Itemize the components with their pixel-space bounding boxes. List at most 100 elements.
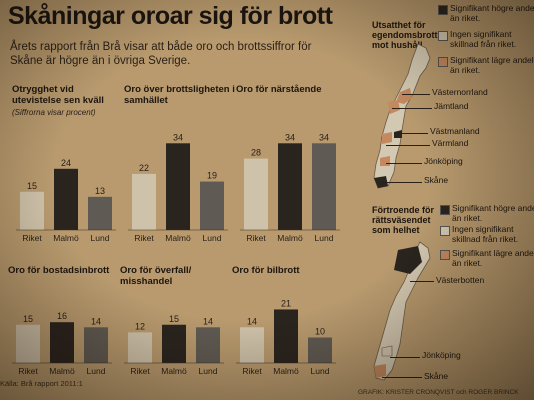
place-label: Jämtland	[434, 101, 469, 111]
legend-label: Signifikant högre andel än riket.	[452, 203, 534, 223]
chart-panel-4: Oro för bostadsinbrott 15 Riket 16 Malmö 14 L…	[8, 265, 120, 377]
place-label: Värmland	[432, 138, 469, 148]
sweden-outline	[373, 43, 431, 189]
data-label: 14	[247, 316, 257, 326]
data-label: 14	[91, 316, 101, 326]
place-label: Skåne	[424, 175, 449, 185]
category-label: Malmö	[49, 366, 75, 376]
category-label: Riket	[246, 233, 266, 243]
bar-chart-6: 14 Riket 21 Malmö 10 Lund	[236, 298, 336, 376]
map-title-2: Förtroende för rättsväsendet som helhet	[372, 205, 434, 235]
data-label: 21	[281, 298, 291, 308]
leader-line	[386, 163, 422, 164]
chart-panel-1: Otrygghet vid utevistelse sen kväll (Sif…	[12, 84, 124, 244]
place-label: Jönköping	[424, 156, 463, 166]
legend-label: Ingen signifikant skillnad från riket.	[450, 29, 517, 49]
leader-line	[410, 281, 434, 282]
data-label: 22	[139, 163, 149, 173]
data-label: 19	[207, 171, 217, 181]
leader-line	[398, 133, 428, 134]
category-label: Lund	[199, 366, 218, 376]
map-sweden-2	[373, 241, 431, 381]
category-label: Lund	[315, 233, 334, 243]
data-label: 34	[319, 132, 329, 142]
category-label: Lund	[87, 366, 106, 376]
legend-label: Signifikant högre andel än riket.	[450, 3, 534, 23]
bar-chart-1: 15 Riket 24 Malmö 13 Lund	[16, 158, 116, 243]
category-label: Lund	[311, 366, 330, 376]
category-label: Malmö	[161, 366, 187, 376]
category-label: Lund	[91, 233, 110, 243]
chart-panel-2: Oro över brottsligheten i samhället 22 Ri…	[124, 84, 236, 244]
data-label: 15	[169, 314, 179, 324]
category-label: Malmö	[165, 233, 191, 243]
category-label: Riket	[22, 233, 42, 243]
leader-line	[392, 108, 432, 109]
bar-riket	[240, 327, 264, 363]
graphic-credit: GRAFIK: KRISTER CRONQVIST och ROGER BRIN…	[358, 389, 519, 396]
chart-panel-3: Oro för närstående 28 Riket 34 Malmö 34 Lund	[236, 84, 348, 244]
leader-line	[382, 182, 422, 183]
place-label: Jönköping	[422, 350, 461, 360]
bar-riket	[128, 332, 152, 363]
bar-chart-4: 15 Riket 16 Malmö 14 Lund	[12, 311, 112, 376]
bar-malmo	[166, 143, 190, 230]
data-label: 10	[315, 327, 325, 337]
data-label: 13	[95, 186, 105, 196]
bar-lund	[196, 327, 220, 363]
bar-malmo	[162, 324, 186, 363]
bar-lund	[200, 181, 224, 230]
category-label: Riket	[18, 366, 38, 376]
data-label: 15	[27, 181, 37, 191]
place-label: Skåne	[424, 371, 449, 381]
data-label: 34	[173, 132, 183, 142]
data-label: 12	[135, 321, 145, 331]
leader-line	[386, 145, 430, 146]
data-label: 14	[203, 316, 213, 326]
data-label: 28	[251, 148, 261, 158]
headline: Skåningar oroar sig för brott	[8, 2, 333, 30]
bar-riket	[16, 324, 40, 363]
category-label: Malmö	[277, 233, 303, 243]
chart-panel-6: Oro för bilbrott 14 Riket 21 Malmö 10 Lund	[232, 265, 344, 377]
region-skane	[374, 364, 386, 378]
data-label: 34	[285, 132, 295, 142]
bar-malmo	[50, 322, 74, 363]
bar-riket	[20, 191, 44, 230]
category-label: Riket	[130, 366, 150, 376]
legend-swatch-higher	[438, 5, 448, 15]
legend-swatch-lower	[440, 250, 450, 260]
category-label: Riket	[242, 366, 262, 376]
category-label: Malmö	[273, 366, 299, 376]
legend-swatch-same	[440, 226, 450, 236]
bar-lund	[84, 327, 108, 363]
bar-lund	[88, 196, 112, 230]
bar-malmo	[54, 168, 78, 230]
bar-chart-2: 22 Riket 34 Malmö 19 Lund	[128, 132, 228, 243]
data-label: 15	[23, 314, 33, 324]
bar-chart-5: 12 Riket 15 Malmö 14 Lund	[124, 314, 224, 376]
legend-label: Ingen signifikant skillnad från riket.	[452, 224, 519, 244]
region-varmland	[382, 132, 392, 144]
map-sweden-1	[373, 43, 431, 189]
bar-riket	[244, 158, 268, 230]
data-label: 16	[57, 311, 67, 321]
data-label: 24	[61, 158, 71, 168]
bar-malmo	[274, 309, 298, 363]
category-label: Riket	[134, 233, 154, 243]
lead-text: Årets rapport från Brå visar att både or…	[10, 41, 312, 67]
place-label: Västmanland	[430, 126, 480, 136]
place-label: Västerbotten	[436, 275, 485, 285]
bar-malmo	[278, 143, 302, 230]
chart-panel-5: Oro för överfall/ misshandel 12 Riket 15 Ma…	[120, 265, 232, 377]
region-jonkoping	[381, 345, 393, 357]
source-note: Källa: Brå rapport 2011:1	[0, 379, 83, 388]
leader-line	[390, 357, 420, 358]
bar-lund	[308, 337, 332, 363]
place-label: Västernorrland	[432, 87, 488, 97]
leader-line	[402, 94, 430, 95]
bar-chart-3: 28 Riket 34 Malmö 34 Lund	[240, 132, 340, 243]
legend-swatch-higher	[440, 205, 450, 215]
bar-riket	[132, 173, 156, 230]
category-label: Lund	[203, 233, 222, 243]
